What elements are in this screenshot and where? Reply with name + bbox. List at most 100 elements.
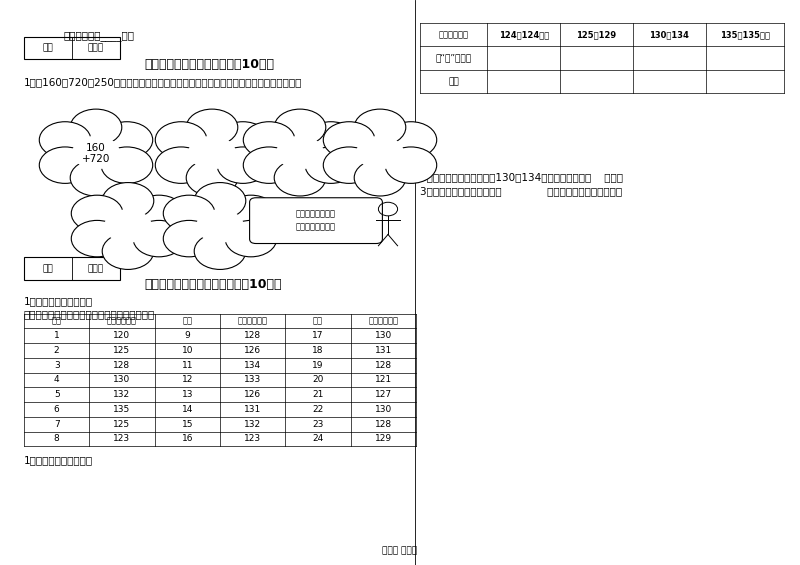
- Text: 16: 16: [182, 434, 193, 444]
- Text: 130: 130: [374, 331, 392, 340]
- Text: 130: 130: [374, 405, 392, 414]
- Text: 学号: 学号: [313, 316, 323, 325]
- Text: 125: 125: [114, 346, 130, 355]
- Text: 12: 12: [182, 376, 193, 384]
- Circle shape: [163, 220, 215, 257]
- Circle shape: [243, 147, 295, 184]
- Circle shape: [194, 182, 246, 219]
- Text: 13: 13: [182, 390, 193, 399]
- Circle shape: [104, 209, 152, 243]
- Text: 128: 128: [114, 360, 130, 370]
- Text: 22: 22: [312, 405, 324, 414]
- Text: 11: 11: [182, 360, 193, 370]
- Text: 124及124以下: 124及124以下: [498, 30, 549, 39]
- Text: 得分: 得分: [42, 44, 54, 53]
- Text: 6: 6: [54, 405, 59, 414]
- Text: +720: +720: [82, 154, 110, 164]
- Text: 135: 135: [114, 405, 130, 414]
- Text: 125: 125: [114, 420, 130, 429]
- Circle shape: [323, 121, 375, 158]
- Text: 160: 160: [86, 144, 106, 153]
- Text: 20: 20: [312, 376, 324, 384]
- Text: 126: 126: [244, 346, 262, 355]
- Circle shape: [225, 195, 277, 232]
- Circle shape: [274, 109, 326, 146]
- Text: 十、综合题（共１大题，共计10分）: 十、综合题（共１大题，共计10分）: [144, 58, 274, 71]
- Text: 4: 4: [54, 376, 59, 384]
- Text: 120: 120: [114, 331, 130, 340]
- Circle shape: [225, 220, 277, 257]
- Text: 画“正”字统计: 画“正”字统计: [436, 54, 472, 62]
- Text: 121: 121: [374, 376, 392, 384]
- Circle shape: [101, 147, 153, 184]
- Text: 17: 17: [312, 331, 324, 340]
- Circle shape: [217, 147, 269, 184]
- Text: 1: 1: [54, 331, 59, 340]
- Text: 127: 127: [374, 390, 392, 399]
- Circle shape: [155, 121, 207, 158]
- Text: 23: 23: [312, 420, 324, 429]
- Text: 128: 128: [244, 331, 262, 340]
- Circle shape: [243, 121, 295, 158]
- Text: 131: 131: [374, 346, 392, 355]
- Text: 135及135以上: 135及135以上: [720, 30, 770, 39]
- Text: 评卷人: 评卷人: [88, 44, 104, 53]
- Circle shape: [101, 121, 153, 158]
- FancyBboxPatch shape: [24, 37, 120, 59]
- FancyBboxPatch shape: [250, 198, 382, 244]
- Text: 答：每个本子____元。: 答：每个本子____元。: [64, 31, 135, 41]
- Text: 身高（厘米）: 身高（厘米）: [238, 316, 268, 325]
- Circle shape: [356, 136, 404, 170]
- Circle shape: [71, 195, 123, 232]
- Text: 131: 131: [244, 405, 262, 414]
- Circle shape: [133, 220, 185, 257]
- Text: 133: 133: [244, 376, 262, 384]
- Text: 9: 9: [185, 331, 190, 340]
- Circle shape: [102, 182, 154, 219]
- Text: 1、从160、720、250中任取两个数，组组成多多个加、减算式？在下面写出来，并计算。: 1、从160、720、250中任取两个数，组组成多多个加、减算式？在下面写出来，…: [24, 77, 302, 87]
- Text: 14: 14: [182, 405, 193, 414]
- Circle shape: [188, 136, 236, 170]
- Text: 10: 10: [182, 346, 193, 355]
- Text: 132: 132: [114, 390, 130, 399]
- Circle shape: [323, 147, 375, 184]
- Circle shape: [186, 109, 238, 146]
- Circle shape: [72, 136, 120, 170]
- Text: 130: 130: [114, 376, 130, 384]
- Circle shape: [274, 159, 326, 196]
- Text: 24: 24: [312, 434, 324, 444]
- Circle shape: [217, 121, 269, 158]
- Circle shape: [196, 209, 244, 243]
- Text: 130～134: 130～134: [650, 30, 690, 39]
- Text: 3、二年级一班女生身高在（              ）厘米范围内的人数最多。: 3、二年级一班女生身高在（ ）厘米范围内的人数最多。: [420, 186, 622, 197]
- Text: 128: 128: [374, 360, 392, 370]
- Circle shape: [276, 136, 324, 170]
- Text: 1、完成下面的统计表。: 1、完成下面的统计表。: [24, 455, 93, 465]
- Text: 身高（厘米）: 身高（厘米）: [368, 316, 398, 325]
- Text: 好好动动脑筋哦！: 好好动动脑筋哦！: [296, 222, 336, 231]
- Circle shape: [71, 220, 123, 257]
- Circle shape: [354, 109, 406, 146]
- Text: 134: 134: [244, 360, 262, 370]
- Text: 身高（厘米）: 身高（厘米）: [107, 316, 137, 325]
- Text: 1、观察分析，我统计。: 1、观察分析，我统计。: [24, 297, 93, 307]
- Text: 15: 15: [182, 420, 193, 429]
- Text: 学号: 学号: [182, 316, 192, 325]
- Text: 123: 123: [244, 434, 262, 444]
- Text: 评卷人: 评卷人: [88, 264, 104, 273]
- Text: 125～129: 125～129: [577, 30, 617, 39]
- Text: 人数: 人数: [448, 77, 459, 86]
- Circle shape: [385, 147, 437, 184]
- Circle shape: [70, 159, 122, 196]
- Text: 7: 7: [54, 420, 59, 429]
- Circle shape: [305, 147, 357, 184]
- Text: 下面是希望小学二年级一班女生身高统计情况。: 下面是希望小学二年级一班女生身高统计情况。: [24, 310, 155, 320]
- Text: 2、二年级一班女生身高在130～134厘米范围内的有（    ）人。: 2、二年级一班女生身高在130～134厘米范围内的有（ ）人。: [420, 172, 623, 182]
- Text: 身高（厘米）: 身高（厘米）: [438, 30, 469, 39]
- FancyBboxPatch shape: [24, 257, 120, 280]
- Circle shape: [186, 159, 238, 196]
- Circle shape: [385, 121, 437, 158]
- Text: 第３页 共４页: 第３页 共４页: [382, 546, 418, 555]
- Text: 129: 129: [374, 434, 392, 444]
- Text: 3: 3: [54, 360, 59, 370]
